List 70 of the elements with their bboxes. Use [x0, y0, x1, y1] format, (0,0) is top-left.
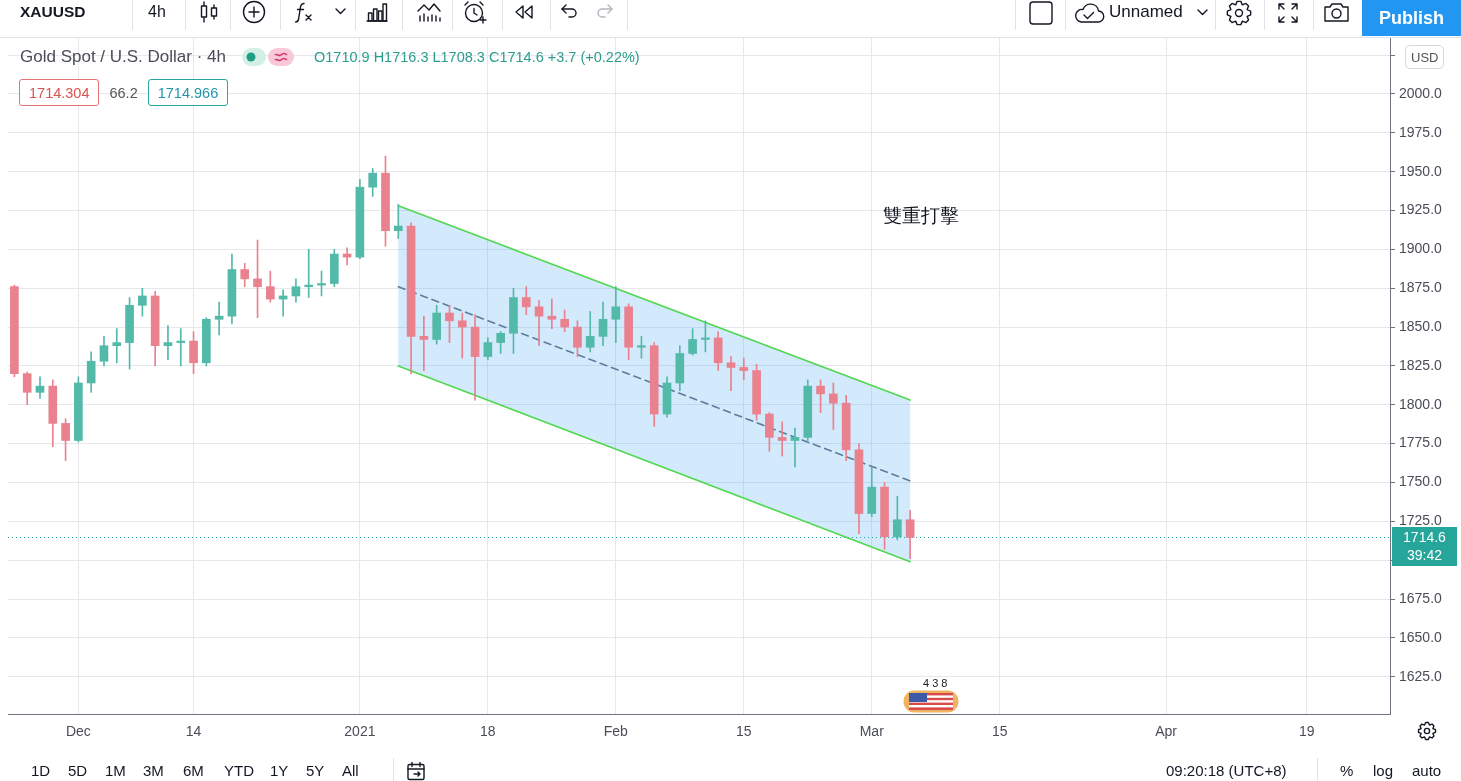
candlestick [163, 325, 173, 361]
candlestick [419, 315, 429, 371]
text: % [1340, 762, 1354, 780]
y-tick-label: 1975.0 [1399, 123, 1443, 140]
candlestick [176, 328, 186, 367]
y-tick-label: 2000.0 [1399, 84, 1443, 101]
text: 09:20:18 (UTC+8) [1166, 762, 1287, 780]
y-axis-title: USD [1411, 50, 1439, 65]
text: 1Y [270, 762, 289, 780]
x-tick-label: 14 [185, 723, 202, 740]
text: All [342, 762, 359, 780]
x-tick-label: 2021 [344, 723, 376, 740]
y-tick-label: 1725.0 [1399, 512, 1443, 529]
candlestick [393, 203, 403, 239]
price-label-box: 1714.6 39:42 [1392, 527, 1457, 567]
price-box: 1714.966 [147, 79, 229, 106]
y-tick-label: 1675.0 [1399, 589, 1443, 606]
text: Unnamed [1109, 2, 1183, 22]
annotation: O1710.9 H1716.3 L1708.3 C1714.6 +3.7 (+0.22%) [313, 48, 640, 67]
x-tick-label: 15 [736, 723, 752, 740]
x-tick-label: Apr [1155, 723, 1178, 740]
x-tick-label: Dec [65, 723, 91, 740]
y-tick-label: 1750.0 [1399, 473, 1443, 490]
text: Gold Spot / U.S. Dollar · 4h [20, 46, 226, 68]
publish-button: Publish [1362, 0, 1461, 36]
ref-line-label: 1714.6 [1402, 528, 1447, 547]
y-tick-label: 1950.0 [1399, 162, 1443, 179]
candlestick [214, 301, 224, 336]
candlestick [777, 421, 787, 457]
text: log [1373, 762, 1394, 780]
text: 3M [143, 762, 164, 780]
y-tick-label: 1850.0 [1399, 317, 1443, 334]
candlestick [457, 312, 467, 359]
y-tick-label: 1900.0 [1399, 240, 1443, 257]
annotation: 4 3 8 [923, 677, 948, 689]
y-tick-label: 1800.0 [1399, 395, 1443, 412]
text: XAUUSD [20, 3, 86, 21]
price-box: 1714.304 [19, 79, 100, 106]
text: 1D [31, 762, 51, 780]
text: 1M [105, 762, 126, 780]
currency-box: USD [1405, 45, 1445, 69]
candlestick [534, 300, 544, 347]
candlestick [726, 356, 736, 392]
x-tick-label: 19 [1299, 723, 1315, 740]
candlestick [790, 427, 800, 468]
y-tick-label: 1825.0 [1399, 356, 1443, 373]
y-tick-label: 1650.0 [1399, 628, 1443, 645]
annotation: 1714.304 [29, 83, 90, 102]
candlestick [547, 298, 557, 329]
text: 5Y [306, 762, 325, 780]
annotation: 雙重打擊 [883, 204, 959, 226]
y-tick-label: 1775.0 [1399, 434, 1443, 451]
x-tick-label: Mar [859, 723, 885, 740]
candlestick [611, 286, 621, 343]
y-tick-label: 1925.0 [1399, 201, 1443, 218]
annotation: 1714.966 [157, 83, 219, 102]
text: YTD [224, 762, 254, 780]
candlestick [112, 328, 122, 364]
text: auto [1412, 762, 1442, 780]
x-tick-label: 15 [991, 723, 1008, 740]
candlestick [739, 357, 749, 381]
candlestick [304, 249, 314, 298]
text: 5D [68, 762, 88, 780]
y-tick-label: 1875.0 [1399, 279, 1443, 296]
y-tick-label: 1625.0 [1399, 667, 1443, 684]
annotation: 66.2 [109, 83, 138, 102]
x-tick-label: 18 [480, 723, 496, 740]
x-tick-label: Feb [603, 723, 629, 740]
text: 6M [183, 762, 204, 780]
text: 4h [148, 2, 166, 22]
